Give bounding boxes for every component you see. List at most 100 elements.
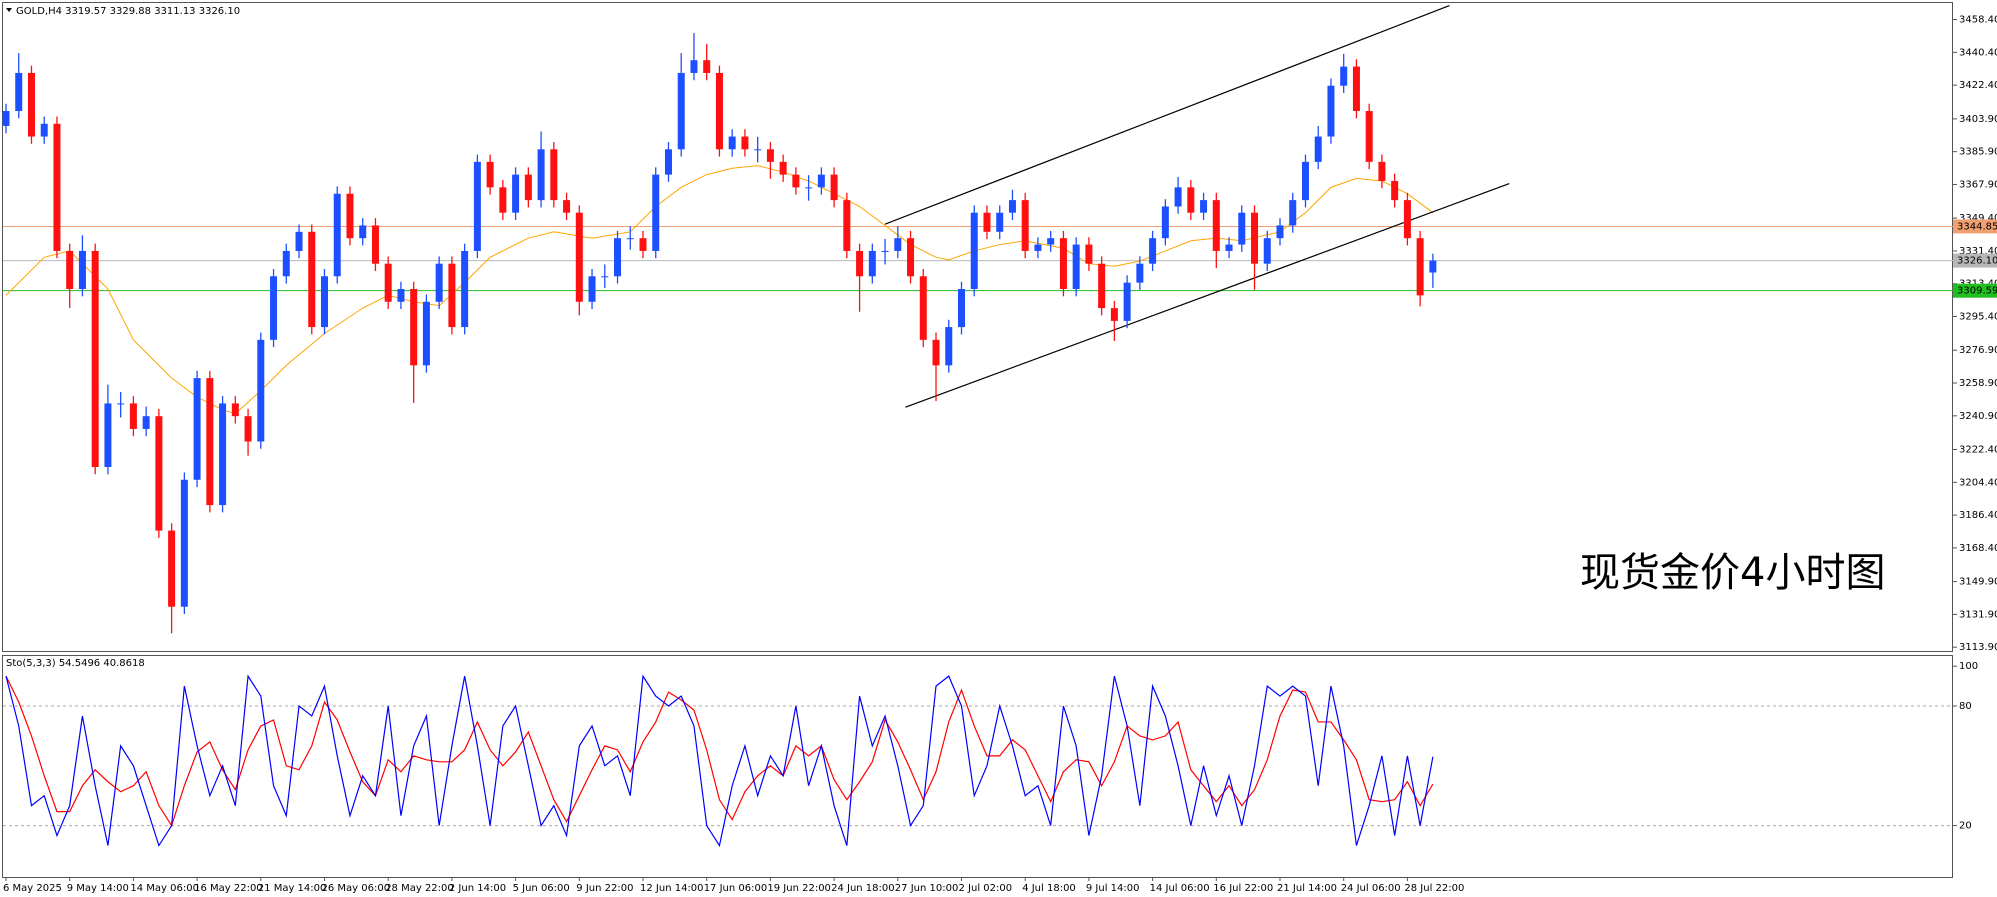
candle-body bbox=[244, 416, 252, 442]
x-tick-label: 2 Jul 02:00 bbox=[959, 883, 1013, 894]
x-tick-label: 26 May 06:00 bbox=[322, 883, 391, 894]
x-tick-label: 16 May 22:00 bbox=[194, 883, 263, 894]
x-tick-label: 9 May 14:00 bbox=[67, 883, 129, 894]
x-tick-label: 6 May 2025 bbox=[3, 883, 62, 894]
candle-body bbox=[805, 187, 813, 189]
x-tick-label: 24 Jun 18:00 bbox=[831, 883, 895, 894]
x-tick-label: 17 Jun 06:00 bbox=[704, 883, 768, 894]
candle-body bbox=[779, 161, 787, 175]
y-tick-label: 3240.90 bbox=[1959, 411, 1997, 422]
candle-body bbox=[728, 136, 736, 150]
candle-body bbox=[231, 403, 239, 417]
candle-body bbox=[1008, 200, 1016, 213]
candle-body bbox=[588, 276, 596, 302]
candle-body bbox=[1289, 200, 1297, 226]
y-tick-label: 3458.40 bbox=[1959, 15, 1997, 26]
y-tick-label: 3204.40 bbox=[1959, 477, 1997, 488]
candle-body bbox=[563, 200, 571, 213]
x-tick-label: 27 Jun 10:00 bbox=[895, 883, 959, 894]
candle-body bbox=[1021, 200, 1029, 251]
candle-body bbox=[1174, 187, 1182, 207]
oscillator-line bbox=[5, 675, 1434, 827]
candle-body bbox=[1276, 225, 1284, 239]
menu-triangle[interactable] bbox=[6, 8, 12, 12]
candle-body bbox=[435, 263, 443, 302]
candle-body bbox=[919, 276, 927, 340]
y-tick-label: 3440.40 bbox=[1959, 47, 1997, 58]
price-tag-label: 3309.59 bbox=[1957, 286, 1997, 297]
candle-body bbox=[1416, 238, 1424, 296]
x-tick-label: 21 Jul 14:00 bbox=[1277, 883, 1337, 894]
candle-body bbox=[741, 136, 749, 150]
candle-body bbox=[830, 174, 838, 201]
y-tick-label: 3385.90 bbox=[1959, 147, 1997, 158]
chart-title: GOLD,H4 3319.57 3329.88 3311.13 3326.10 bbox=[16, 6, 240, 17]
x-tick-label: 9 Jun 22:00 bbox=[576, 883, 633, 894]
candle-body bbox=[1200, 200, 1208, 213]
candle-body bbox=[66, 250, 74, 290]
candle-body bbox=[1403, 200, 1411, 239]
candle-body bbox=[321, 276, 328, 328]
candle-body bbox=[1085, 244, 1093, 264]
candle-body bbox=[907, 238, 915, 277]
x-tick-label: 14 May 06:00 bbox=[130, 883, 199, 894]
y-tick-label: 3295.40 bbox=[1959, 312, 1997, 323]
candle-body bbox=[703, 60, 711, 73]
candle-body bbox=[652, 174, 660, 251]
x-tick-label: 5 Jun 06:00 bbox=[513, 883, 570, 894]
y-tick-label: 3222.40 bbox=[1959, 445, 1997, 456]
candle-body bbox=[15, 72, 23, 112]
candle-body bbox=[486, 161, 494, 188]
candle-body bbox=[996, 212, 1004, 232]
y-tick-label: 80 bbox=[1959, 701, 1972, 712]
candle-body bbox=[295, 231, 303, 251]
candle-body bbox=[193, 378, 201, 480]
candle-body bbox=[1136, 263, 1144, 283]
candle-body bbox=[843, 200, 851, 251]
candle-body bbox=[1251, 212, 1259, 264]
candle-body bbox=[690, 60, 698, 73]
candle-body bbox=[894, 238, 902, 251]
candle-body bbox=[40, 123, 48, 137]
x-tick-label: 28 Jul 22:00 bbox=[1404, 883, 1464, 894]
candle-body bbox=[524, 174, 532, 201]
candle-body bbox=[1149, 238, 1157, 264]
candle-body bbox=[206, 378, 214, 506]
price-tag-label: 3326.10 bbox=[1957, 256, 1997, 267]
candle-body bbox=[91, 250, 99, 468]
candle-body bbox=[868, 250, 876, 277]
candle-body bbox=[308, 231, 316, 328]
candle-body bbox=[180, 479, 188, 607]
candle-body bbox=[792, 174, 800, 188]
candle-body bbox=[384, 263, 392, 302]
candle-body bbox=[537, 149, 545, 201]
candle-body bbox=[817, 174, 825, 188]
y-tick-label: 3403.90 bbox=[1959, 114, 1997, 125]
x-tick-label: 19 Jun 22:00 bbox=[767, 883, 831, 894]
candle-body bbox=[715, 72, 723, 150]
candle-body bbox=[983, 212, 991, 232]
x-tick-label: 12 Jun 14:00 bbox=[640, 883, 704, 894]
candle-body bbox=[346, 193, 354, 239]
candle-body bbox=[219, 403, 227, 506]
candle-body bbox=[1378, 161, 1386, 181]
y-tick-label: 3276.90 bbox=[1959, 345, 1997, 356]
x-tick-label: 14 Jul 06:00 bbox=[1150, 883, 1210, 894]
candle-body bbox=[168, 530, 176, 607]
candle-body bbox=[1352, 66, 1360, 112]
y-tick-label: 3367.90 bbox=[1959, 179, 1997, 190]
candle-body bbox=[575, 212, 583, 302]
candle-body bbox=[1098, 263, 1106, 309]
y-tick-label: 3331.40 bbox=[1959, 246, 1997, 257]
annotation: 现货金价4小时图 bbox=[1580, 550, 1885, 596]
price-tag bbox=[1953, 283, 1997, 298]
moving-average bbox=[5, 165, 1434, 415]
candle-body bbox=[1340, 66, 1348, 86]
x-tick-label: 9 Jul 14:00 bbox=[1086, 883, 1140, 894]
candle-body bbox=[856, 250, 864, 277]
candle-body bbox=[333, 193, 341, 277]
oscillator-panel-frame bbox=[2, 655, 1953, 878]
candle-body bbox=[270, 276, 278, 340]
